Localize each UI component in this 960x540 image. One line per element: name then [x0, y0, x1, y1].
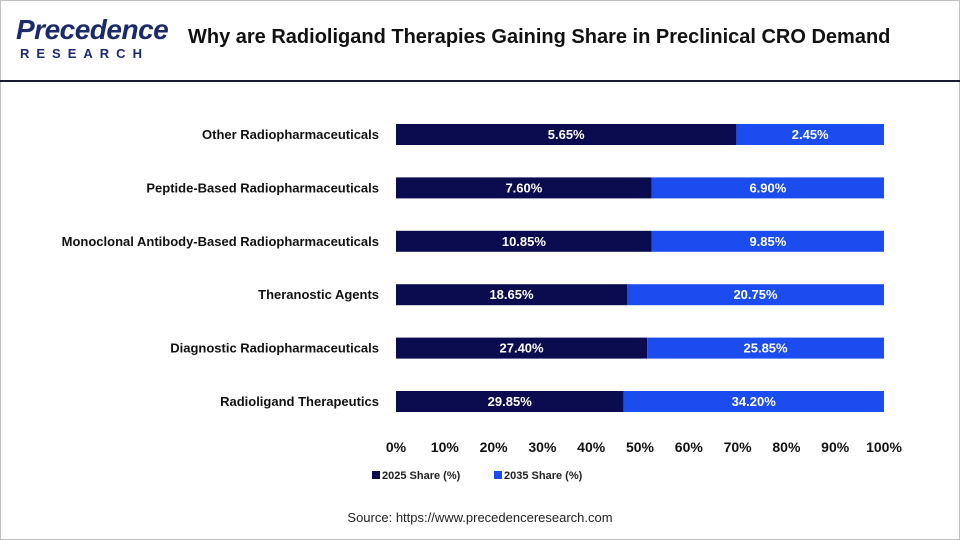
- bar-segment: [396, 230, 652, 252]
- bar-segment: [396, 391, 624, 412]
- category-label: Monoclonal Antibody-Based Radiopharmaceu…: [62, 234, 379, 249]
- header: Precedence RESEARCH Why are Radioligand …: [0, 0, 960, 78]
- x-tick-label: 100%: [866, 439, 902, 455]
- x-tick-label: 20%: [480, 439, 509, 455]
- data-label: 6.90%: [749, 180, 786, 195]
- x-tick-label: 40%: [577, 439, 606, 455]
- data-label: 27.40%: [500, 341, 545, 356]
- data-label: 25.85%: [744, 341, 789, 356]
- data-label: 7.60%: [505, 180, 542, 195]
- data-label: 20.75%: [733, 287, 778, 302]
- bar-segment: [396, 284, 627, 306]
- category-label: Peptide-Based Radiopharmaceuticals: [146, 180, 379, 195]
- category-label: Radioligand Therapeutics: [220, 394, 379, 409]
- chart-title: Why are Radioligand Therapies Gaining Sh…: [188, 26, 891, 48]
- bar-segment: [626, 284, 884, 306]
- bar-segment: [623, 391, 884, 412]
- precedence-research-logo: Precedence RESEARCH: [16, 14, 169, 66]
- legend-swatch: [372, 471, 380, 479]
- logo-wordmark: Precedence: [16, 14, 169, 45]
- data-label: 34.20%: [732, 394, 777, 409]
- x-tick-label: 90%: [821, 439, 850, 455]
- x-tick-label: 10%: [431, 439, 460, 455]
- legend-label: 2035 Share (%): [504, 470, 583, 482]
- data-label: 2.45%: [792, 127, 829, 142]
- data-label: 5.65%: [548, 127, 585, 142]
- bar-segment: [396, 177, 652, 199]
- data-label: 9.85%: [749, 234, 786, 249]
- bar-segment: [736, 124, 884, 145]
- data-label: 18.65%: [489, 287, 534, 302]
- x-tick-label: 80%: [772, 439, 801, 455]
- category-label: Theranostic Agents: [258, 287, 379, 302]
- legend-label: 2025 Share (%): [382, 470, 461, 482]
- data-label: 29.85%: [488, 394, 533, 409]
- category-label: Diagnostic Radiopharmaceuticals: [170, 341, 379, 356]
- bar-segment: [651, 177, 884, 199]
- x-tick-label: 70%: [724, 439, 753, 455]
- x-tick-label: 50%: [626, 439, 655, 455]
- source-note: Source: https://www.precedenceresearch.c…: [347, 510, 613, 525]
- category-label: Other Radiopharmaceuticals: [202, 127, 379, 142]
- data-label: 10.85%: [502, 234, 547, 249]
- bar-segment: [396, 124, 737, 145]
- header-divider: [0, 80, 960, 82]
- x-tick-label: 0%: [386, 439, 407, 455]
- x-tick-label: 30%: [528, 439, 557, 455]
- bar-segment: [651, 230, 884, 252]
- stacked-bar-chart: Other Radiopharmaceuticals 5.65% 2.45% Pept…: [62, 124, 902, 482]
- bar-segment: [396, 337, 648, 359]
- x-tick-label: 60%: [675, 439, 704, 455]
- legend-swatch: [494, 471, 502, 479]
- logo-subtitle: RESEARCH: [20, 46, 149, 61]
- bar-segment: [647, 337, 884, 359]
